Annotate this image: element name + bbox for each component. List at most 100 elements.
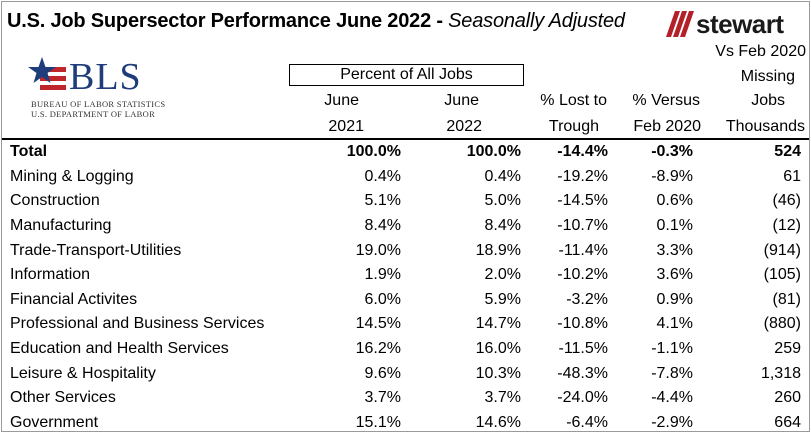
cell-versus-feb-2020: 4.1% [656, 315, 693, 333]
table-row: Government 15.1% 14.6% -6.4% -2.9% 664 [2, 411, 809, 435]
stewart-logo: stewart [666, 9, 806, 39]
table-row: Education and Health Services 16.2% 16.0% -… [2, 337, 809, 362]
bls-letters: BLS [69, 56, 142, 98]
cell-versus-feb-2020: 0.9% [656, 290, 693, 308]
cell-versus-feb-2020: 3.3% [656, 241, 693, 259]
stewart-wordmark: stewart [696, 9, 784, 39]
cell-missing-jobs: (105) [763, 266, 801, 284]
cell-june-2022: 100.0% [466, 143, 521, 161]
cell-lost-to-trough: -14.5% [557, 192, 608, 210]
cell-lost-to-trough: -14.4% [557, 143, 608, 161]
cell-versus-feb-2020: -0.3% [651, 143, 693, 161]
cell-versus-feb-2020: -7.8% [651, 364, 693, 382]
cell-versus-feb-2020: 0.1% [656, 217, 693, 235]
cell-june-2021: 8.4% [364, 217, 401, 235]
jobs-table: Total 100.0% 100.0% -14.4% -0.3% 524 Mining & … [2, 140, 809, 435]
cell-june-2022: 14.6% [475, 413, 521, 431]
table-row: Mining & Logging 0.4% 0.4% -19.2% -8.9% 61 [2, 165, 809, 190]
table-row: Trade-Transport-Utilities 19.0% 18.9% -11.4… [2, 238, 809, 263]
cell-june-2021: 0.4% [364, 167, 401, 185]
title-subtitle: Seasonally Adjusted [448, 10, 625, 32]
table-row: Financial Activites 6.0% 5.9% -3.2% 0.9% (81) [2, 288, 809, 313]
header-missing-line4: Thousands [725, 118, 805, 135]
cell-missing-jobs: 259 [774, 340, 801, 358]
header-june-2022-line1: June [444, 92, 479, 109]
table-row: Other Services 3.7% 3.7% -24.0% -4.4% 260 [2, 386, 809, 411]
cell-missing-jobs: (46) [772, 192, 801, 210]
cell-june-2021: 3.7% [364, 389, 401, 407]
header-june-2022-line2: 2022 [446, 118, 482, 135]
cell-missing-jobs: (12) [772, 217, 801, 235]
cell-versus-feb-2020: -8.9% [651, 167, 693, 185]
cell-june-2022: 3.7% [484, 389, 521, 407]
row-name: Trade-Transport-Utilities [10, 241, 182, 259]
cell-june-2022: 5.0% [484, 192, 521, 210]
table-row: Information 1.9% 2.0% -10.2% 3.6% (105) [2, 263, 809, 288]
cell-missing-jobs: (914) [763, 241, 801, 259]
total-row: Total 100.0% 100.0% -14.4% -0.3% 524 [2, 140, 809, 165]
cell-june-2021: 6.0% [364, 290, 401, 308]
row-name: Professional and Business Services [10, 315, 265, 333]
jobs-table-body: Total 100.0% 100.0% -14.4% -0.3% 524 Mining & … [2, 140, 809, 435]
cell-versus-feb-2020: 0.6% [656, 192, 693, 210]
cell-missing-jobs: (81) [772, 290, 801, 308]
header-versus-line2: Feb 2020 [633, 118, 701, 135]
header-lost-line2: Trough [548, 118, 599, 135]
cell-june-2021: 19.0% [355, 241, 401, 259]
cell-lost-to-trough: -24.0% [557, 389, 608, 407]
row-name: Construction [10, 192, 100, 210]
header-missing-line1: Vs Feb 2020 [715, 43, 806, 60]
table-row: Leisure & Hospitality 9.6% 10.3% -48.3% -7.8… [2, 361, 809, 386]
header-june-2021-line2: 2021 [328, 118, 364, 135]
cell-june-2021: 1.9% [364, 266, 401, 284]
cell-missing-jobs: 260 [774, 389, 801, 407]
row-name: Manufacturing [10, 217, 112, 235]
cell-june-2022: 5.9% [484, 290, 521, 308]
cell-june-2022: 16.0% [475, 340, 521, 358]
cell-versus-feb-2020: 3.6% [656, 266, 693, 284]
cell-june-2021: 14.5% [355, 315, 401, 333]
cell-june-2021: 5.1% [364, 192, 401, 210]
bls-star-icon [28, 57, 66, 90]
table-row: Construction 5.1% 5.0% -14.5% 0.6% (46) [2, 189, 809, 214]
header-missing-line2: Missing [740, 68, 795, 85]
cell-versus-feb-2020: -1.1% [651, 340, 693, 358]
cell-missing-jobs: 1,318 [760, 364, 801, 382]
cell-june-2022: 8.4% [484, 217, 521, 235]
cell-lost-to-trough: -3.2% [566, 290, 608, 308]
cell-june-2021: 16.2% [355, 340, 401, 358]
header-rule [2, 138, 809, 140]
row-name: Information [10, 266, 91, 284]
cell-lost-to-trough: -48.3% [557, 364, 608, 382]
cell-june-2022: 2.0% [484, 266, 521, 284]
cell-lost-to-trough: -11.4% [558, 241, 608, 259]
header-june-2021-line1: June [324, 92, 359, 109]
header-missing-line3: Jobs [751, 92, 785, 109]
percent-of-all-jobs-header: Percent of All Jobs [289, 64, 524, 86]
cell-june-2022: 14.7% [475, 315, 521, 333]
table-row: Manufacturing 8.4% 8.4% -10.7% 0.1% (12) [2, 214, 809, 239]
row-name: Government [10, 413, 99, 431]
title-main: U.S. Job Supersector Performance June 20… [7, 10, 449, 32]
bls-logo: BLS BUREAU OF LABOR STATISTICS U.S. DEPA… [28, 55, 178, 125]
cell-lost-to-trough: -6.4% [566, 413, 608, 431]
cell-lost-to-trough: -10.7% [557, 217, 608, 235]
cell-june-2022: 0.4% [484, 167, 521, 185]
row-name: Education and Health Services [10, 340, 229, 358]
cell-june-2021: 100.0% [346, 143, 401, 161]
cell-june-2021: 15.1% [355, 413, 401, 431]
cell-june-2022: 10.3% [475, 364, 521, 382]
cell-lost-to-trough: -10.2% [557, 266, 608, 284]
table-row: Professional and Business Services 14.5% 1… [2, 312, 809, 337]
row-name: Financial Activites [10, 290, 138, 308]
header-versus-line1: % Versus [632, 92, 700, 109]
cell-june-2021: 9.6% [364, 364, 401, 382]
cell-missing-jobs: (880) [763, 315, 801, 333]
cell-versus-feb-2020: -4.4% [651, 389, 693, 407]
cell-lost-to-trough: -11.5% [558, 340, 608, 358]
cell-lost-to-trough: -10.8% [557, 315, 608, 333]
cell-missing-jobs: 524 [774, 143, 801, 161]
cell-lost-to-trough: -19.2% [557, 167, 608, 185]
bls-line-department: U.S. DEPARTMENT OF LABOR [31, 109, 156, 119]
